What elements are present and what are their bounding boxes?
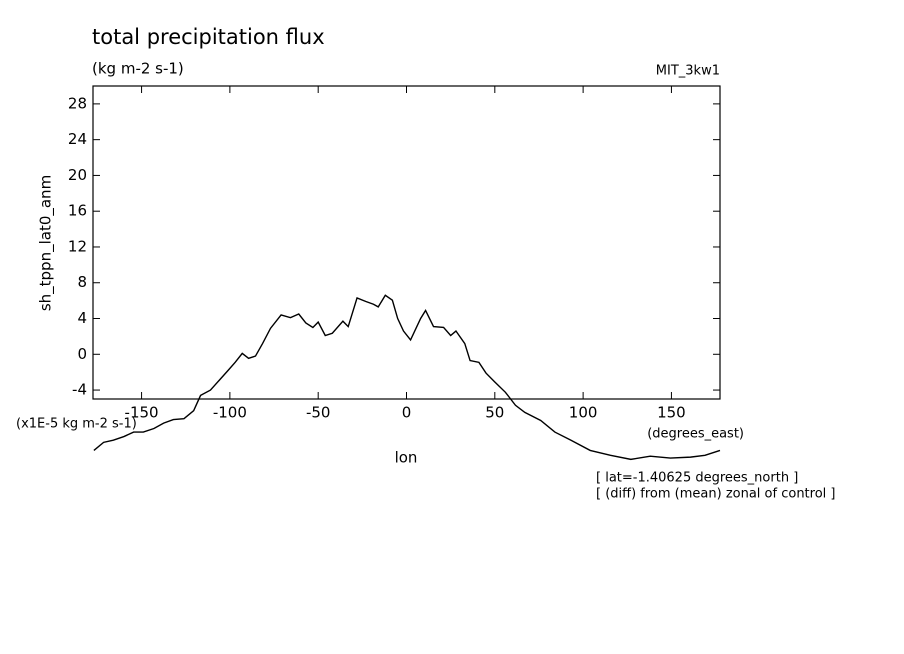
y-tick-label: 24 [68,130,87,148]
x-tick-label: 0 [402,404,412,422]
y-tick-label: 16 [68,202,87,220]
y-tick-label: 4 [77,309,87,327]
y-tick-label: 0 [77,345,87,363]
y-tick-label: 12 [68,237,87,255]
annotation: [ (diff) from (mean) zonal of control ] [596,487,835,502]
y-units: (x1E-5 kg m-2 s-1) [16,417,137,432]
y-tick-label: 8 [77,273,87,291]
y-tick-label: -4 [72,381,87,399]
x-tick-label: 100 [569,404,598,422]
dataset-label: MIT_3kw1 [656,64,720,79]
x-tick-label: -150 [125,404,159,422]
chart-subtitle: (kg m-2 s-1) [92,60,184,78]
chart-title: total precipitation flux [92,25,325,49]
x-axis-label: lon [395,449,418,467]
y-tick-label: 28 [68,94,87,112]
x-units: (degrees_east) [647,427,744,442]
x-tick-label: -50 [306,404,331,422]
x-tick-label: -100 [213,404,247,422]
x-tick-label: 150 [657,404,686,422]
x-tick-label: 50 [485,404,504,422]
data-line [93,294,721,461]
annotation: [ lat=-1.40625 degrees_north ] [596,471,798,486]
y-axis-label: sh_tppn_lat0_anm [37,175,56,311]
y-tick-label: 20 [68,166,87,184]
